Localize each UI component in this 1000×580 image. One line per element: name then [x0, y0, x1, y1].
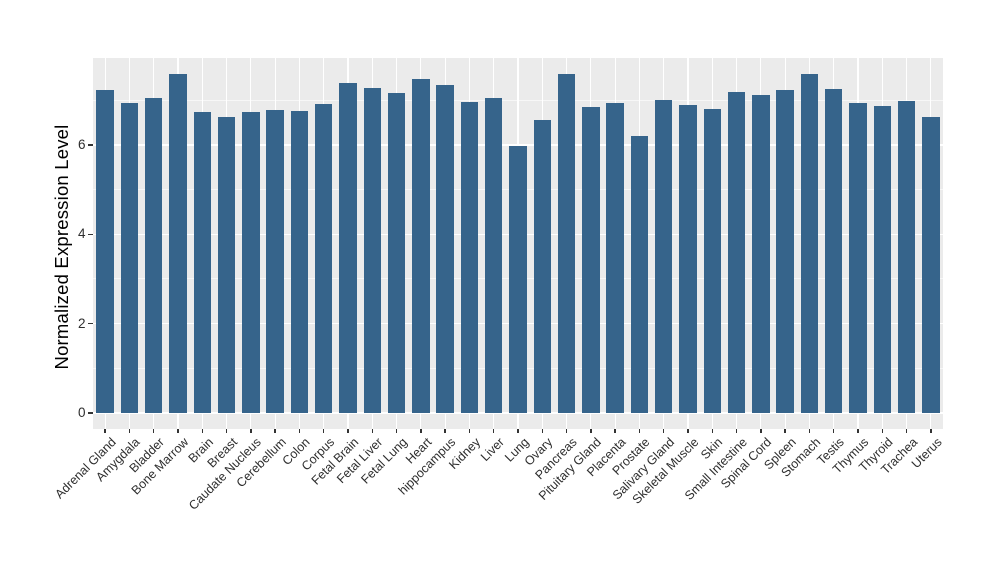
bar-stomach: [800, 73, 819, 413]
x-tick-mark: [444, 429, 446, 433]
bar-ovary: [533, 120, 552, 413]
bar-hippocampus: [436, 85, 454, 413]
x-tick-mark: [832, 429, 835, 433]
x-tick-mark: [152, 429, 155, 433]
y-tick-label: 0: [77, 405, 86, 420]
bar-skin: [703, 109, 722, 413]
bar-spinal-cord: [752, 94, 770, 413]
bar-thymus: [849, 102, 867, 413]
bar-thyroid: [873, 106, 892, 413]
bar-brain: [193, 111, 212, 413]
x-tick-mark: [905, 429, 908, 433]
x-tick-mark: [857, 429, 859, 433]
bar-uterus: [922, 117, 940, 413]
bar-bone-marrow: [169, 74, 187, 413]
bar-testis: [824, 89, 843, 413]
bar-placenta: [606, 102, 624, 413]
x-tick-mark: [565, 429, 568, 433]
x-tick-mark: [784, 429, 786, 433]
y-tick-mark: [88, 144, 93, 146]
bar-trachea: [897, 101, 916, 413]
bar-fetal-lung: [387, 93, 406, 413]
x-tick-mark: [104, 429, 106, 433]
x-tick-mark: [638, 429, 641, 433]
y-tick-mark: [88, 233, 93, 236]
x-tick-mark: [420, 429, 422, 433]
bar-pancreas: [557, 73, 576, 413]
x-tick-mark: [128, 429, 131, 433]
x-tick-mark: [760, 429, 762, 433]
x-tick-mark: [250, 429, 252, 433]
x-tick-mark: [225, 429, 228, 433]
bar-liver: [484, 97, 503, 413]
x-tick-mark: [687, 429, 689, 433]
bar-fetal-liver: [363, 87, 382, 413]
x-tick-mark: [881, 429, 884, 433]
x-tick-mark: [808, 429, 811, 433]
x-tick-mark: [274, 429, 276, 433]
bar-bladder: [144, 98, 163, 413]
x-tick-mark: [177, 429, 179, 433]
x-tick-mark: [298, 429, 301, 433]
x-tick-mark: [517, 429, 519, 433]
y-tick-mark: [88, 412, 93, 414]
bar-cerebellum: [266, 109, 284, 413]
bar-heart: [412, 78, 430, 413]
x-tick-label: Liver: [478, 435, 508, 465]
y-tick-label: 6: [77, 136, 86, 152]
y-tick-label: 2: [77, 315, 86, 331]
bar-kidney: [460, 102, 479, 413]
x-tick-mark: [735, 429, 738, 433]
bar-pituitary-gland: [582, 107, 600, 413]
x-tick-mark: [614, 429, 616, 433]
bar-salivary-gland: [654, 99, 673, 413]
bar-spleen: [776, 89, 794, 413]
x-tick-mark: [930, 429, 932, 433]
bar-fetal-brain: [339, 82, 357, 413]
x-tick-mark: [492, 429, 495, 433]
bar-colon: [290, 110, 309, 413]
x-tick-mark: [662, 429, 665, 433]
bar-adrenal-gland: [96, 90, 114, 413]
bar-prostate: [630, 136, 649, 413]
x-tick-mark: [201, 429, 204, 433]
y-tick-label: 4: [77, 226, 86, 242]
bar-small-intestine: [727, 92, 746, 413]
x-tick-mark: [711, 429, 714, 433]
x-tick-mark: [322, 429, 325, 433]
y-tick-mark: [88, 322, 93, 325]
x-tick-mark: [590, 429, 592, 433]
x-tick-mark: [347, 429, 349, 433]
x-tick-mark: [371, 429, 374, 433]
x-tick-mark: [541, 429, 544, 433]
bar-lung: [509, 145, 527, 413]
bar-skeletal-muscle: [679, 104, 697, 413]
bar-breast: [217, 116, 236, 413]
bar-amygdala: [120, 102, 139, 413]
x-tick-mark: [468, 429, 471, 433]
x-tick-mark: [395, 429, 398, 433]
bar-caudate-nucleus: [242, 112, 260, 413]
bar-corpus: [314, 103, 333, 413]
